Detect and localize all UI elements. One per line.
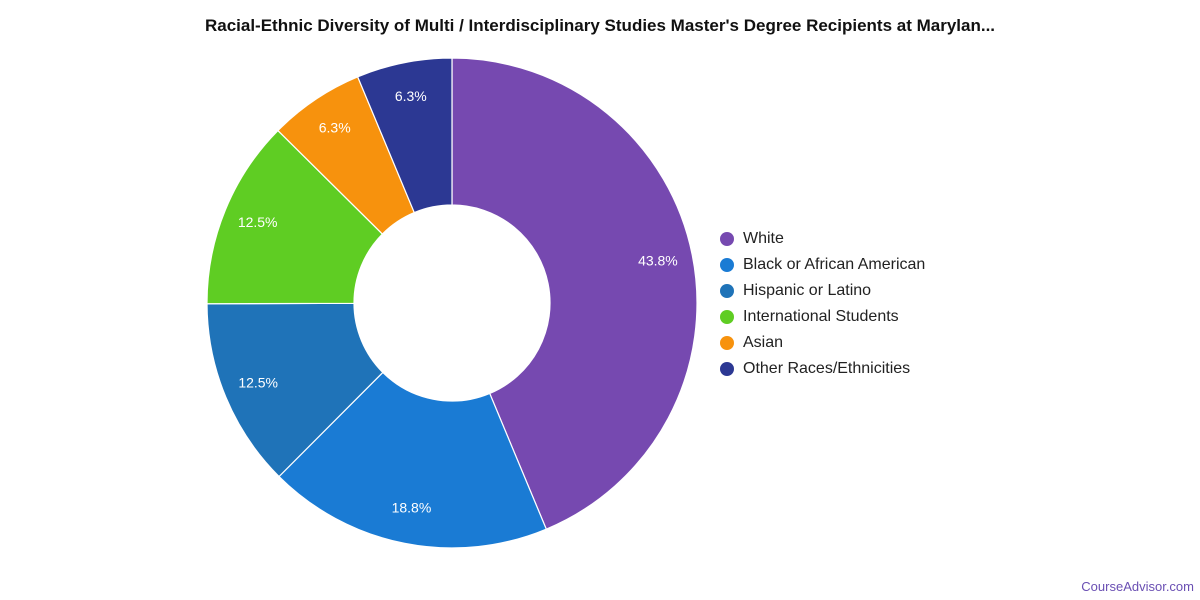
- legend-item[interactable]: Asian: [720, 330, 925, 356]
- slice-label: 6.3%: [395, 88, 427, 104]
- legend-item[interactable]: White: [720, 226, 925, 252]
- legend-label: White: [743, 230, 784, 247]
- chart-title: Racial-Ethnic Diversity of Multi / Inter…: [204, 16, 996, 35]
- slice-international-students[interactable]: [206, 129, 384, 305]
- slice-label: 12.5%: [238, 375, 278, 391]
- legend-swatch-icon: [720, 258, 734, 272]
- slice-other-races-ethnicities[interactable]: [356, 57, 453, 214]
- donut-slices: [206, 57, 698, 549]
- legend-label: Other Races/Ethnicities: [743, 360, 911, 377]
- slice-black-or-african-american[interactable]: [278, 371, 548, 549]
- legend-swatch-icon: [720, 232, 734, 246]
- legend-label: Black or African American: [743, 256, 926, 273]
- legend-item[interactable]: Black or African American: [720, 252, 925, 278]
- legend-swatch-icon: [720, 362, 734, 376]
- legend-swatch-icon: [720, 336, 734, 350]
- slice-label: 18.8%: [392, 500, 432, 516]
- chart-legend: White Black or African American Hispanic o…: [720, 226, 925, 382]
- legend-swatch-icon: [720, 284, 734, 298]
- legend-label: International Students: [743, 308, 899, 325]
- legend-label: Hispanic or Latino: [743, 282, 872, 299]
- brand-watermark[interactable]: CourseAdvisor.com: [1081, 579, 1194, 594]
- legend-item[interactable]: Hispanic or Latino: [720, 278, 925, 304]
- slice-hispanic-or-latino[interactable]: [206, 302, 384, 478]
- slice-label: 6.3%: [319, 120, 351, 136]
- legend-item[interactable]: International Students: [720, 304, 925, 330]
- slice-label: 43.8%: [638, 252, 678, 268]
- slice-label: 12.5%: [238, 214, 278, 230]
- legend-item[interactable]: Other Races/Ethnicities: [720, 356, 925, 382]
- donut-slice-labels: 43.8% 18.8% 12.5% 12.5% 6.3% 6.3%: [238, 88, 678, 516]
- slice-white[interactable]: [451, 57, 698, 530]
- legend-swatch-icon: [720, 310, 734, 324]
- legend-label: Asian: [743, 334, 784, 351]
